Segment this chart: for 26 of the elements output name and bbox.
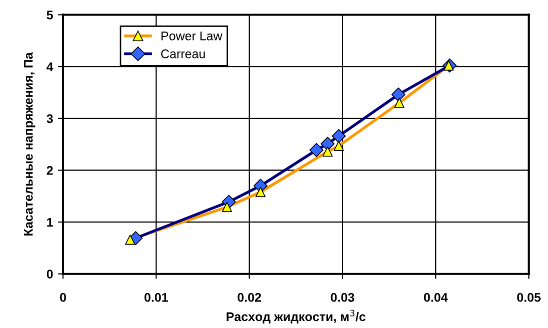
point	[394, 98, 404, 108]
y-tick-label: 3	[46, 114, 53, 124]
x-tick-label: 0.05	[517, 292, 541, 302]
point	[332, 129, 346, 144]
point	[222, 202, 232, 212]
y-tick-label: 4	[46, 62, 54, 72]
point	[125, 234, 136, 245]
point	[391, 88, 406, 102]
x-tick-label: 0.03	[330, 292, 354, 302]
y-tick-label: 0	[46, 270, 53, 279]
point	[320, 136, 335, 151]
point	[334, 140, 344, 151]
y-tick-label: 1	[47, 218, 53, 227]
y-tick-label: 5	[46, 10, 53, 20]
x-tick-label: 0.02	[238, 292, 262, 302]
legend-label: Power Law	[162, 32, 222, 40]
point	[322, 146, 333, 157]
y-axis-title: Касательные напряжения, Па	[24, 52, 36, 236]
point	[309, 143, 324, 158]
x-axis-title: Расход жидкости, м$^{3}$/с	[226, 310, 366, 324]
y-tick-label: 2	[46, 166, 53, 175]
x-tick-label: 0	[60, 292, 66, 302]
legend-label: Carreau	[161, 49, 205, 58]
point	[255, 186, 266, 198]
x-tick-label: 0.01	[144, 292, 168, 302]
x-tick-label: 0.04	[424, 292, 448, 302]
